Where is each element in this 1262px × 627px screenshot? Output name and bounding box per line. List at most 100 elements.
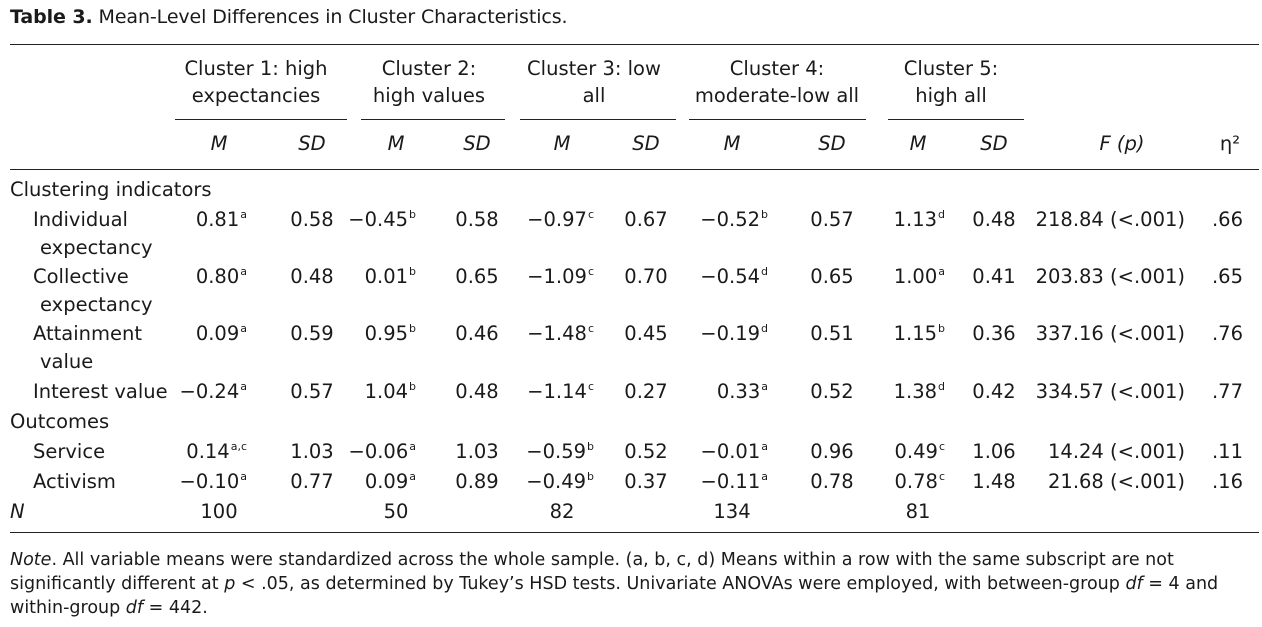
sd-header: SD [980, 132, 1008, 155]
row-label: Activism [33, 470, 116, 493]
cluster-header-line1: Cluster 2: [381, 57, 477, 80]
eta-value: .16 [1211, 470, 1243, 493]
mean-number: 0.95 [364, 322, 409, 345]
mean-value: −0.45b [306, 208, 416, 235]
mean-number: 0.78 [894, 470, 938, 493]
mean-value: 1.13d [835, 208, 945, 235]
mean-value: −0.06a [306, 440, 416, 467]
row-label: Collective [33, 265, 129, 288]
mean-number: 0.09 [195, 322, 240, 345]
mean-subscript: b [409, 265, 416, 278]
mean-subscript: a [240, 380, 247, 393]
mean-value: 1.38d [835, 380, 945, 407]
m-header: M [909, 132, 927, 155]
mean-number: 0.81 [195, 208, 240, 231]
n-value: 50 [383, 500, 409, 523]
cluster-header-line2: high values [372, 84, 486, 107]
mean-subscript: a,c [230, 440, 247, 453]
mean-value: 1.15b [835, 322, 945, 349]
table-note: Note. All variable means were standardiz… [10, 548, 1255, 620]
table-title: Mean-Level Differences in Cluster Charac… [98, 6, 568, 28]
mean-number: 1.04 [364, 380, 409, 403]
mean-value: 0.33a [658, 380, 768, 407]
mean-subscript: a [761, 380, 768, 393]
sd-value: 1.06 [972, 440, 1016, 463]
mean-number: 0.14 [186, 440, 230, 463]
mean-subscript: c [587, 265, 594, 278]
mean-value: −1.09c [484, 265, 594, 292]
cluster-header-line2: moderate-low all [694, 84, 860, 107]
mean-value: 0.09a [137, 322, 247, 349]
sd-value: 0.27 [624, 380, 668, 403]
f-value: 203.83 (<.001) [1035, 265, 1185, 288]
f-value: 14.24 (<.001) [1048, 440, 1185, 463]
sd-value: 0.52 [810, 380, 854, 403]
row-label-cont: expectancy [40, 293, 153, 316]
sd-value: 0.57 [290, 380, 334, 403]
section-clustering-indicators: Clustering indicators [10, 178, 212, 201]
row-label: Attainment [33, 322, 143, 345]
cluster-header-line1: Cluster 1: high [184, 57, 328, 80]
sd-header: SD [818, 132, 846, 155]
eta-value: .76 [1211, 322, 1243, 345]
sd-value: 0.42 [972, 380, 1016, 403]
mean-number: −0.01 [700, 440, 761, 463]
eta-header: η² [1219, 132, 1241, 155]
f-value: 337.16 (<.001) [1035, 322, 1185, 345]
cluster-header-line1: Cluster 4: [729, 57, 825, 80]
eta-value: .11 [1211, 440, 1243, 463]
cluster-header-line1: Cluster 3: low [527, 57, 661, 80]
mean-number: −0.49 [526, 470, 587, 493]
sd-value: 0.59 [290, 322, 334, 345]
cluster-header-line1: Cluster 5: [903, 57, 999, 80]
mean-number: −0.06 [348, 440, 409, 463]
sd-value: 0.77 [290, 470, 334, 493]
mean-number: 0.33 [716, 380, 761, 403]
mean-number: −1.09 [527, 265, 587, 288]
f-value: 334.57 (<.001) [1035, 380, 1185, 403]
sd-value: 0.37 [624, 470, 668, 493]
f-header: F (p) [1099, 132, 1145, 155]
mean-subscript: c [587, 208, 594, 221]
mean-number: 0.09 [364, 470, 409, 493]
mean-value: −0.10a [137, 470, 247, 497]
mean-value: 1.00a [835, 265, 945, 292]
mean-subscript: a [240, 265, 247, 278]
mean-subscript: b [409, 380, 416, 393]
section-outcomes: Outcomes [10, 410, 110, 433]
mean-value: 0.09a [306, 470, 416, 497]
mean-value: −1.14c [484, 380, 594, 407]
row-label: Interest value [33, 380, 168, 403]
sd-value: 0.48 [455, 380, 499, 403]
sd-header: SD [463, 132, 491, 155]
eta-value: .66 [1211, 208, 1243, 231]
mean-number: −0.10 [179, 470, 240, 493]
n-value: 81 [905, 500, 931, 523]
row-label-cont: expectancy [40, 236, 153, 259]
m-header: M [387, 132, 405, 155]
mean-subscript: c [938, 440, 945, 453]
mean-number: 0.01 [364, 265, 409, 288]
eta-value: .65 [1211, 265, 1243, 288]
note-df-2: df [125, 598, 144, 618]
sd-value: 0.36 [972, 322, 1016, 345]
mean-number: −0.52 [700, 208, 761, 231]
mean-value: 0.81a [137, 208, 247, 235]
table-label: Table 3. [10, 6, 93, 28]
mean-value: 0.78c [835, 470, 945, 497]
mean-value: −0.52b [658, 208, 768, 235]
sd-value: 0.48 [290, 265, 334, 288]
cluster-rule [175, 119, 347, 120]
mean-number: −0.19 [700, 322, 761, 345]
sd-value: 0.41 [972, 265, 1016, 288]
mean-number: −0.97 [527, 208, 587, 231]
mean-value: −0.01a [658, 440, 768, 467]
mean-subscript: b [761, 208, 768, 221]
cluster-rule [361, 119, 505, 120]
n-value: 100 [200, 500, 238, 523]
mean-number: 1.13 [893, 208, 938, 231]
note-p: p [224, 574, 236, 594]
mean-number: 1.38 [893, 380, 938, 403]
mean-number: 0.80 [195, 265, 240, 288]
mean-subscript: a [240, 470, 247, 483]
